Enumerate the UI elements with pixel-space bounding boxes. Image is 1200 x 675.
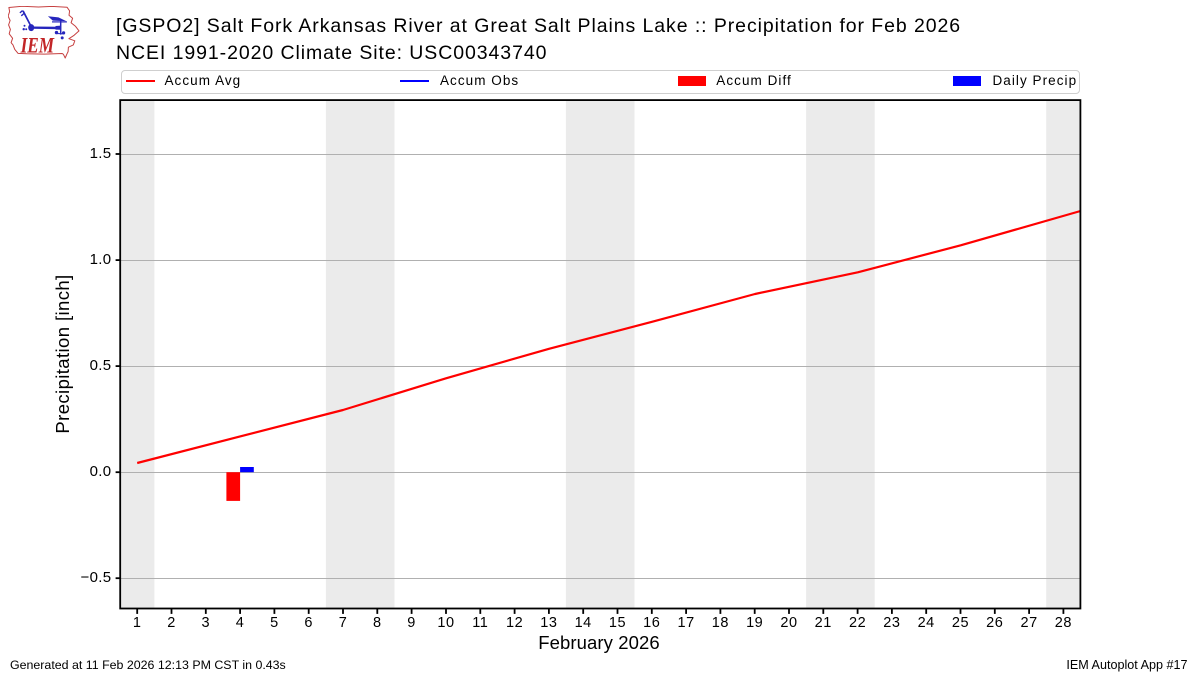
svg-text:IEM: IEM <box>20 32 55 57</box>
